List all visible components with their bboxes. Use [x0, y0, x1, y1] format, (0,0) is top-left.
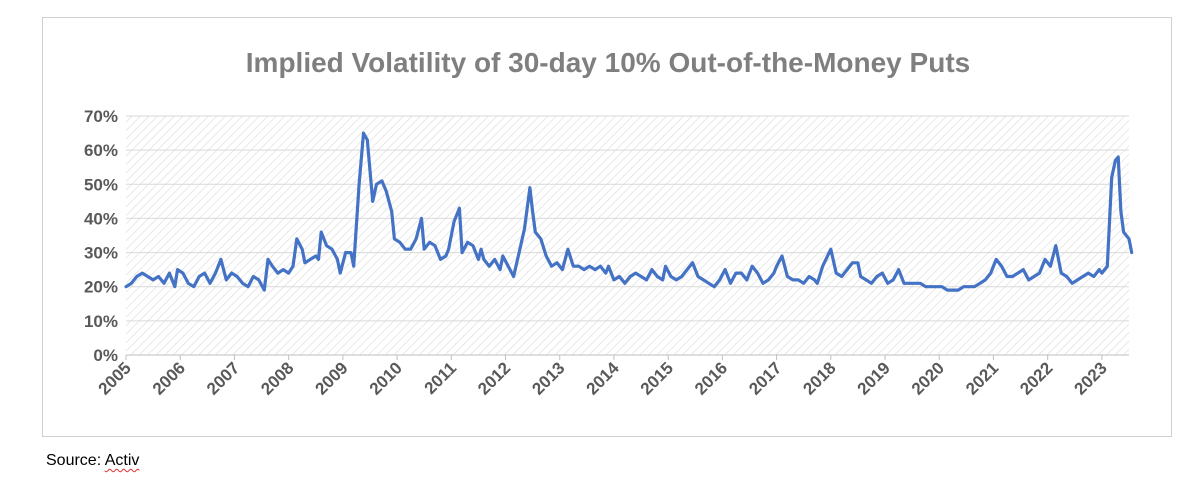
- x-tick-label: 2012: [474, 358, 514, 398]
- y-tick-label: 30%: [84, 244, 118, 263]
- x-tick-label: 2017: [745, 358, 785, 398]
- x-tick-label: 2008: [257, 358, 297, 398]
- x-axis: 2005 2006 2007 2008 2009 2010 2011 2012 2013 2014…: [95, 355, 1111, 399]
- y-tick-label: 40%: [84, 209, 118, 228]
- chart-title: Implied Volatility of 30-day 10% Out-of-…: [246, 47, 970, 78]
- x-tick-label: 2022: [1016, 358, 1056, 398]
- x-tick-label: 2014: [583, 358, 624, 399]
- x-tick-label: 2010: [366, 358, 406, 398]
- x-tick-label: 2015: [637, 358, 677, 398]
- source-name: Activ: [104, 452, 140, 469]
- y-tick-label: 20%: [84, 278, 118, 297]
- x-tick-label: 2007: [203, 358, 243, 398]
- x-tick-label: 2013: [528, 358, 568, 398]
- y-tick-label: 0%: [93, 346, 118, 365]
- y-tick-label: 70%: [84, 107, 118, 126]
- source-note: Source: Activ: [46, 452, 139, 470]
- chart-frame: Implied Volatility of 30-day 10% Out-of-…: [42, 17, 1172, 437]
- source-label: Source:: [46, 452, 105, 469]
- x-tick-label: 2023: [1071, 358, 1111, 398]
- x-tick-label: 2020: [908, 358, 948, 398]
- x-tick-label: 2009: [312, 358, 352, 398]
- line-chart: Implied Volatility of 30-day 10% Out-of-…: [84, 47, 1134, 399]
- y-tick-label: 50%: [84, 175, 118, 194]
- x-tick-label: 2018: [799, 358, 839, 398]
- plot-area: [126, 116, 1129, 355]
- y-axis: 0% 10% 20% 30% 40% 50% 60% 70%: [84, 107, 118, 365]
- series-line-implied-volatility: [124, 131, 1134, 292]
- gridlines: [126, 115, 1129, 322]
- x-tick-label: 2011: [421, 358, 461, 398]
- y-tick-label: 60%: [84, 141, 118, 160]
- x-tick-label: 2006: [149, 358, 189, 398]
- x-tick-label: 2021: [962, 358, 1002, 398]
- x-tick-label: 2019: [854, 358, 894, 398]
- x-tick-label: 2016: [691, 358, 731, 398]
- y-tick-label: 10%: [84, 312, 118, 331]
